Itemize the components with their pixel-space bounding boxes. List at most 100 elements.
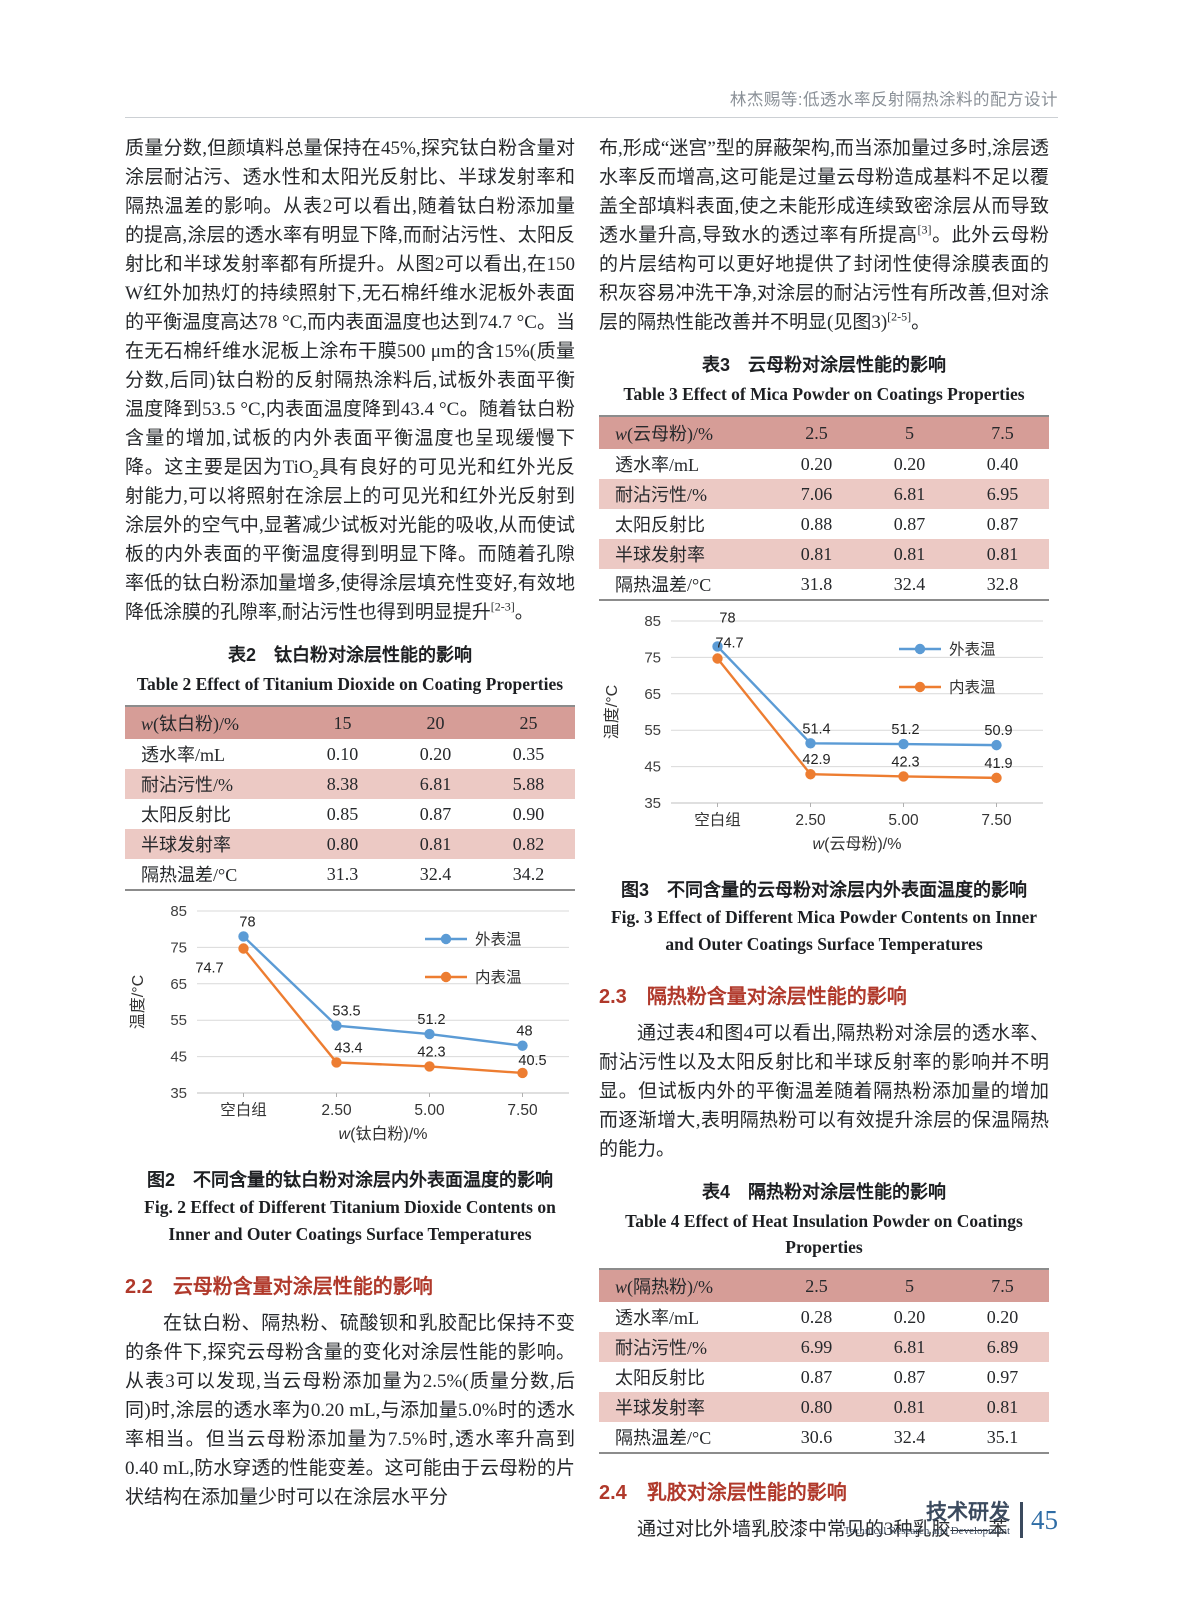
table-cell: 32.4	[893, 573, 926, 594]
svg-text:内表温: 内表温	[475, 969, 522, 987]
left-column: 质量分数,但颜填料总量保持在45%,探究钛白粉含量对涂层耐沾污、透水性和太阳光反…	[125, 134, 575, 1544]
svg-text:51.4: 51.4	[802, 721, 830, 737]
fig2-line-chart: 35 45 55 65 75 85 空白组 2.50 5.00 7.50 温度/°C w(钛白粉)/%…	[129, 903, 569, 1143]
paragraph: 质量分数,但颜填料总量保持在45%,探究钛白粉含量对涂层耐沾污、透水性和太阳光反…	[125, 138, 575, 623]
table-cell: 0.81	[770, 539, 863, 569]
svg-text:51.2: 51.2	[891, 722, 919, 738]
svg-text:42.3: 42.3	[417, 1044, 445, 1060]
table-cell: 2.5	[770, 1269, 863, 1302]
table-row: 半球发射率 0.80 0.81 0.81	[599, 1392, 1049, 1422]
section-heading-2-3: 2.3 隔热粉含量对涂层性能的影响	[599, 980, 1049, 1009]
table-cell: 半球发射率	[599, 1392, 770, 1422]
figure3: 35 45 55 65 75 85 空白组 2.50 5.00 7.50 温度/°C w(云母粉)/%…	[599, 609, 1049, 958]
fig2-caption-zh: 图2 不同含量的钛白粉对涂层内外表面温度的影响	[146, 1170, 553, 1190]
right-column: 布,形成“迷宫”型的屏蔽架构,而当添加量过多时,涂层透水率反而增高,这可能是过量…	[599, 134, 1049, 1544]
svg-text:74.7: 74.7	[195, 960, 223, 976]
page-footer: 技术研发 Technical Research and Development …	[844, 1502, 1058, 1538]
svg-text:空白组: 空白组	[694, 811, 741, 829]
table-cell: 0.88	[800, 513, 833, 534]
fig3-caption-zh: 图3 不同含量的云母粉对涂层内外表面温度的影响	[620, 880, 1027, 900]
section-title: 乳胶对涂层性能的影响	[646, 1482, 847, 1504]
table-row: w(钛白粉)/% 15 20 25	[125, 706, 575, 739]
table-cell: 25	[482, 706, 575, 739]
table-cell: 0.35	[512, 743, 545, 764]
svg-text:7.50: 7.50	[981, 812, 1012, 829]
table4: w(隔热粉)/% 2.5 5 7.5 透水率/mL 0.28 0.20 0.20 耐沾污性/% 6…	[599, 1268, 1049, 1454]
table-cell: 2.5	[770, 416, 863, 449]
table-cell: 耐沾污性/%	[599, 479, 770, 509]
table-cell: w(钛白粉)/%	[125, 706, 296, 739]
table-cell: 34.2	[512, 863, 545, 884]
svg-text:53.5: 53.5	[332, 1004, 360, 1020]
section-heading-2-4: 2.4 乳胶对涂层性能的影响	[599, 1476, 1049, 1505]
table-cell: 0.81	[956, 539, 1049, 569]
table2-caption-zh: 表2 钛白粉对涂层性能的影响	[227, 645, 472, 665]
svg-text:外表温: 外表温	[949, 641, 996, 659]
svg-text:w(云母粉)/%: w(云母粉)/%	[813, 835, 902, 853]
table-cell: 0.81	[863, 1392, 956, 1422]
svg-text:55: 55	[170, 1012, 187, 1029]
table3-caption-zh: 表3 云母粉对涂层性能的影响	[701, 355, 946, 375]
svg-text:空白组: 空白组	[220, 1101, 267, 1119]
table-cell: 8.38	[296, 769, 389, 799]
table-row: 半球发射率 0.80 0.81 0.82	[125, 829, 575, 859]
svg-text:内表温: 内表温	[949, 679, 996, 697]
paragraph: 布,形成“迷宫”型的屏蔽架构,而当添加量过多时,涂层透水率反而增高,这可能是过量…	[599, 138, 1049, 333]
table-cell: 32.8	[986, 573, 1019, 594]
table-cell: 0.20	[893, 453, 926, 474]
table-cell: 0.87	[893, 513, 926, 534]
svg-text:65: 65	[170, 976, 187, 993]
running-header-title: 林杰赐等:低透水率反射隔热涂料的配方设计	[729, 91, 1058, 109]
table-cell: 6.81	[863, 479, 956, 509]
svg-text:2.50: 2.50	[321, 1102, 352, 1119]
table-row: 隔热温差/°C 31.8 32.4 32.8	[599, 569, 1049, 600]
svg-text:41.9: 41.9	[984, 756, 1012, 772]
footer-section-en: Technical Research and Development	[843, 1525, 1010, 1537]
running-header: 林杰赐等:低透水率反射隔热涂料的配方设计	[125, 86, 1058, 118]
table-row: 太阳反射比 0.88 0.87 0.87	[599, 509, 1049, 539]
table-row: 耐沾污性/% 8.38 6.81 5.88	[125, 769, 575, 799]
svg-text:43.4: 43.4	[334, 1040, 362, 1056]
table-cell: 0.80	[296, 829, 389, 859]
table-cell: 30.6	[800, 1426, 833, 1447]
table-cell: 太阳反射比	[141, 805, 231, 825]
svg-text:45: 45	[644, 759, 661, 776]
table-cell: 0.87	[986, 513, 1019, 534]
svg-text:48: 48	[516, 1024, 532, 1040]
table-cell: 15	[296, 706, 389, 739]
table2: w(钛白粉)/% 15 20 25 透水率/mL 0.10 0.20 0.35 耐沾污性/% 8.…	[125, 705, 575, 891]
svg-text:外表温: 外表温	[475, 931, 522, 949]
fig3-line-chart: 35 45 55 65 75 85 空白组 2.50 5.00 7.50 温度/°C w(云母粉)/%…	[603, 610, 1043, 853]
table-cell: 太阳反射比	[615, 515, 705, 535]
table-cell: 0.20	[986, 1306, 1019, 1327]
svg-text:2.50: 2.50	[795, 812, 826, 829]
footer-section-block: 技术研发 Technical Research and Development	[844, 1502, 1010, 1538]
svg-text:65: 65	[644, 686, 661, 703]
section-number: 2.2	[125, 1276, 153, 1298]
svg-text:75: 75	[644, 649, 661, 666]
table-row: 隔热温差/°C 31.3 32.4 34.2	[125, 859, 575, 890]
svg-text:85: 85	[170, 903, 187, 920]
table-cell: 0.40	[986, 453, 1019, 474]
table-cell: 半球发射率	[125, 829, 296, 859]
fig2-caption-en: Fig. 2 Effect of Different Titanium Diox…	[144, 1197, 556, 1244]
table-cell: 0.80	[770, 1392, 863, 1422]
table-cell: 32.4	[419, 863, 452, 884]
table-cell: 0.87	[800, 1366, 833, 1387]
svg-text:45: 45	[170, 1049, 187, 1066]
table3-caption-en: Table 3 Effect of Mica Powder on Coating…	[623, 384, 1025, 404]
table-row: w(云母粉)/% 2.5 5 7.5	[599, 416, 1049, 449]
paragraph: 通过对比外墙乳胶漆中常见的3种乳胶——苯	[637, 1519, 1008, 1540]
table-cell: 7.06	[770, 479, 863, 509]
table-cell: 6.95	[956, 479, 1049, 509]
table-row: w(隔热粉)/% 2.5 5 7.5	[599, 1269, 1049, 1302]
table-cell: 半球发射率	[599, 539, 770, 569]
table-cell: 透水率/mL	[615, 1308, 699, 1328]
table-cell: 0.82	[482, 829, 575, 859]
svg-text:5.00: 5.00	[888, 812, 919, 829]
table-cell: 5.88	[482, 769, 575, 799]
table-cell: 6.89	[956, 1332, 1049, 1362]
table-cell: 0.85	[326, 803, 359, 824]
page-number: 45	[1031, 1504, 1058, 1535]
table-row: 太阳反射比 0.85 0.87 0.90	[125, 799, 575, 829]
